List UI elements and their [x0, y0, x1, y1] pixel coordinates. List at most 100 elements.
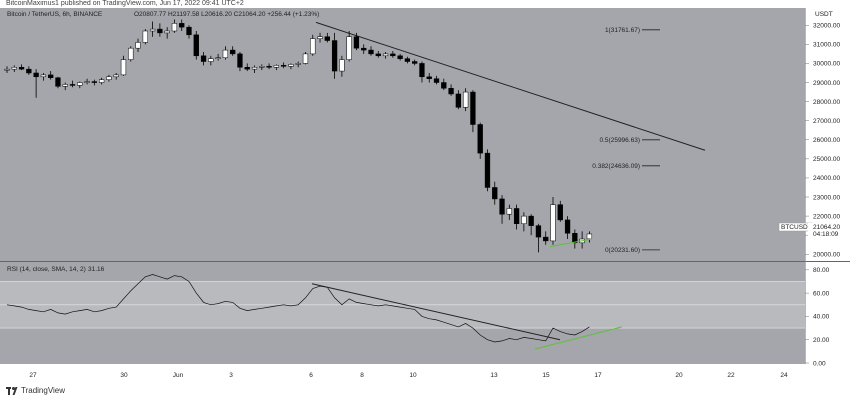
- candle-down: [69, 84, 76, 86]
- resistance-trendline[interactable]: [315, 21, 706, 151]
- price-tick-label: 23000.00: [813, 194, 840, 201]
- candle-down: [477, 124, 483, 154]
- price-tick-label: 27000.00: [813, 118, 840, 125]
- candle-up: [295, 63, 301, 65]
- brand-text: TradingView: [21, 386, 66, 395]
- price-tick-label: 28000.00: [813, 99, 840, 106]
- candle-up: [317, 36, 323, 39]
- candle-up: [77, 82, 83, 86]
- candle-up: [142, 30, 148, 43]
- fib-level-label: 0.382(24636.09): [592, 163, 640, 170]
- candle-up: [11, 67, 17, 70]
- rsi-tick-label: 80.00: [813, 267, 830, 274]
- candle-down: [33, 72, 39, 78]
- rsi-tick-label: 40.00: [813, 314, 830, 321]
- candle-up: [106, 76, 112, 80]
- rsi-axis: 80.00 60.00 40.00 20.00 0.00: [0, 267, 830, 367]
- candle-up: [302, 53, 309, 64]
- candle-up: [149, 28, 156, 32]
- time-tick-label: 30: [120, 372, 128, 379]
- candle-down: [230, 49, 236, 55]
- candle-down: [244, 67, 250, 70]
- top-bar: BitcoinMaximus1 published on TradingView…: [0, 0, 850, 8]
- rsi-line: [6, 274, 590, 343]
- fib-level-label: 1(31761.67): [605, 27, 640, 34]
- candle-up: [113, 74, 119, 78]
- candle-up: [550, 204, 556, 242]
- candle-down: [18, 67, 25, 70]
- tradingview-brand[interactable]: TradingView: [6, 386, 65, 395]
- price-tick-label: 31000.00: [813, 42, 840, 49]
- candle-down: [564, 219, 571, 234]
- candle-up: [462, 91, 469, 108]
- candle-up: [128, 47, 134, 60]
- price-tick-label: 25000.00: [813, 156, 840, 163]
- candle-down: [179, 23, 185, 28]
- price-tick-label: 29000.00: [813, 80, 840, 87]
- chart-area[interactable]: 32000.00 31000.00 30000.00 29000.00 28000.00…: [0, 8, 850, 384]
- candle-up: [171, 23, 178, 32]
- candle-up: [288, 64, 294, 67]
- time-tick-label: Jun: [173, 372, 184, 379]
- candle-up: [62, 84, 68, 87]
- price-tick-label: 24000.00: [813, 175, 840, 182]
- candle-down: [499, 198, 505, 215]
- rsi-tick-label: 0.00: [813, 360, 826, 367]
- candle-down: [361, 47, 367, 51]
- candle-up: [521, 215, 527, 224]
- time-tick-label: 8: [360, 372, 364, 379]
- candle-down: [426, 76, 432, 79]
- candle-down: [186, 26, 192, 36]
- rsi-legend: RSI (14, close, SMA, 14, 2): [7, 266, 86, 273]
- candle-down: [353, 36, 360, 49]
- support-line[interactable]: [549, 238, 593, 248]
- rsi-trendline: [311, 283, 561, 341]
- time-axis: 27 30 Jun 3 6 8 10 13 15 17 20 22 24: [29, 372, 788, 379]
- rsi-value: 31.16: [88, 266, 105, 273]
- candle-up: [215, 57, 221, 59]
- symbol-legend: Bitcoin / TetherUS, 6h, BINANCE: [7, 11, 103, 18]
- candle-up: [135, 42, 141, 49]
- candle-down: [535, 225, 542, 238]
- candle-down: [390, 53, 396, 57]
- candle-up: [120, 59, 127, 76]
- candle-down: [433, 78, 440, 83]
- rsi-support-line: [534, 326, 623, 350]
- candle-down: [368, 49, 374, 55]
- candle-down: [331, 40, 338, 72]
- candle-up: [98, 79, 105, 83]
- last-price-tag: [808, 223, 846, 238]
- candle-down: [280, 65, 287, 67]
- bar-countdown: 04:18:09: [813, 231, 839, 238]
- fib-levels: 1(31761.67) 0.5(25996.63) 0.382(24636.09) 0…: [592, 27, 660, 254]
- candle-up: [310, 38, 316, 55]
- candle-up: [339, 59, 345, 72]
- candle-down: [404, 58, 411, 62]
- candle-down: [448, 87, 454, 95]
- candle-down: [55, 77, 61, 87]
- candle-down: [193, 34, 199, 57]
- candle-up: [506, 208, 512, 215]
- candle-up: [586, 233, 593, 240]
- price-tick-label: 26000.00: [813, 137, 840, 144]
- candle-down: [557, 204, 563, 221]
- candle-down: [419, 63, 425, 78]
- time-tick-label: 3: [229, 372, 233, 379]
- candle-down: [513, 208, 520, 224]
- candle-down: [157, 28, 163, 34]
- candle-down: [200, 55, 207, 62]
- price-pane[interactable]: [0, 8, 805, 261]
- fib-level-label: 0.5(25996.63): [600, 137, 640, 144]
- candle-up: [382, 53, 389, 57]
- candle-down: [266, 66, 272, 68]
- ohlc-legend: O20807.77 H21197.58 L20616.20 C21064.20 …: [134, 11, 319, 18]
- fib-level-label: 0(20231.60): [605, 247, 640, 254]
- candle-down: [91, 81, 98, 83]
- candle-down: [324, 36, 330, 41]
- time-tick-label: 15: [542, 372, 550, 379]
- time-tick-label: 13: [490, 372, 498, 379]
- time-tick-label: 17: [594, 372, 602, 379]
- time-tick-label: 22: [727, 372, 735, 379]
- candle-up: [273, 65, 280, 68]
- publish-caption: BitcoinMaximus1 published on TradingView…: [6, 0, 244, 7]
